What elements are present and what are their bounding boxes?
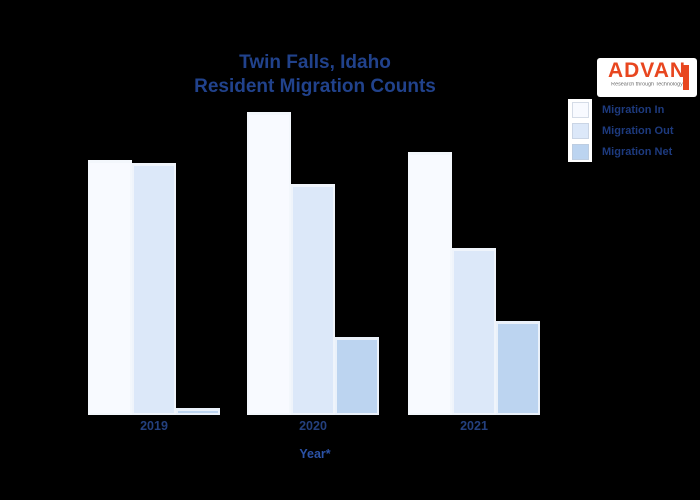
bar-migration-net-2019: [176, 408, 220, 415]
legend-swatch-frame: [568, 141, 592, 162]
legend-label: Migration Net: [602, 145, 673, 158]
bar-migration-out-2020: [291, 184, 335, 415]
x-tick-2019: 2019: [140, 419, 168, 433]
bar-migration-net-2021: [496, 321, 540, 415]
migration-in-swatch: [571, 101, 589, 118]
legend-label: Migration Out: [602, 124, 674, 137]
legend: Migration In Migration Out Migration Net: [568, 99, 674, 162]
advan-logo-text: ADVAN: [607, 59, 687, 82]
legend-item-migration-in: Migration In: [568, 99, 674, 120]
bar-migration-net-2020: [335, 337, 379, 415]
bar-migration-in-2020: [247, 112, 291, 415]
advan-logo-tagline: Research through Technology: [611, 82, 683, 88]
legend-item-migration-net: Migration Net: [568, 141, 674, 162]
advan-logo: ADVAN Research through Technology: [597, 58, 697, 97]
legend-swatch-frame: [568, 120, 592, 141]
x-tick-2021: 2021: [460, 419, 488, 433]
migration-out-swatch: [571, 122, 589, 139]
x-tick-2020: 2020: [299, 419, 327, 433]
bar-migration-out-2021: [452, 248, 496, 415]
chart-title-line1: Twin Falls, Idaho: [239, 52, 391, 73]
chart-title: Twin Falls, Idaho Resident Migration Cou…: [60, 51, 570, 99]
bar-migration-in-2019: [88, 160, 132, 415]
legend-item-migration-out: Migration Out: [568, 120, 674, 141]
bar-group-2020: [247, 112, 379, 415]
migration-net-swatch: [571, 143, 589, 160]
advan-logo-mark: [683, 65, 689, 90]
bar-migration-in-2021: [408, 152, 452, 415]
bar-group-2021: [408, 152, 540, 415]
bar-group-2019: [88, 160, 220, 415]
x-axis-title: Year*: [299, 447, 331, 461]
legend-label: Migration In: [602, 103, 665, 116]
bar-migration-out-2019: [132, 163, 176, 415]
legend-swatch-frame: [568, 99, 592, 120]
chart-title-line2: Resident Migration Counts: [194, 76, 436, 97]
